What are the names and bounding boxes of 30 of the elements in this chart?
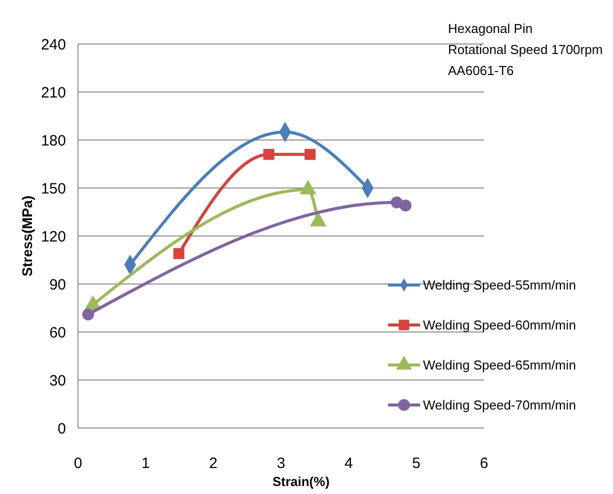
y-tick-label: 90 (49, 276, 66, 294)
x-tick-label: 1 (141, 455, 150, 472)
x-axis-title: Strain(%) (272, 474, 330, 489)
point (304, 148, 316, 160)
y-tick-label: 60 (49, 324, 66, 342)
y-tick-label: 30 (49, 372, 66, 390)
point (400, 200, 412, 212)
y-tick-label: 150 (40, 180, 66, 198)
text: Hexagonal Pin (448, 21, 533, 36)
point (82, 308, 94, 320)
x-tick-label: 0 (74, 455, 82, 472)
x-tick-label: 4 (344, 455, 353, 472)
y-tick-label: 240 (40, 36, 66, 54)
legend-label: Welding Speed-70mm/min (423, 398, 576, 413)
legend-label: Welding Speed-60mm/min (423, 318, 576, 333)
y-tick-label: 120 (40, 228, 66, 246)
point (173, 248, 184, 260)
x-tick-label: 5 (412, 455, 421, 472)
legend-label: Welding Speed-65mm/min (423, 358, 576, 373)
point (263, 148, 274, 160)
y-axis-title: Stress(MPa) (19, 196, 35, 276)
y-tick-label: 210 (40, 84, 66, 102)
x-tick-label: 2 (209, 455, 218, 472)
annotation: Rotational Speed 1700rpm (448, 42, 603, 57)
y-tick-label: 180 (40, 132, 66, 150)
x-tick-label: 3 (276, 455, 286, 472)
x-tick-label: 6 (480, 455, 488, 472)
y-tick-label: 0 (58, 420, 66, 438)
legend-label: Welding Speed-55mm/min (423, 278, 576, 293)
annotation: AA6061-T6 (448, 63, 514, 78)
